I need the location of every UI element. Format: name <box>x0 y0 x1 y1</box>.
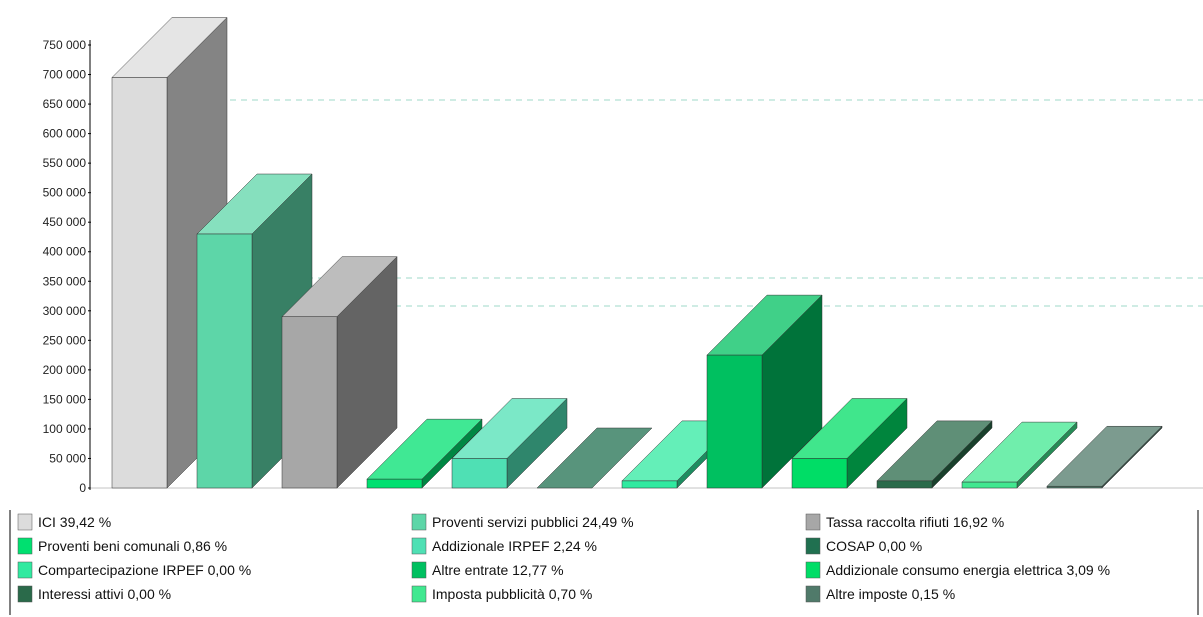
legend-swatch <box>17 561 33 579</box>
bar-front <box>1046 485 1103 489</box>
bar-front <box>791 458 848 489</box>
bar <box>876 420 993 489</box>
legend-swatch <box>805 585 821 603</box>
bar-front <box>281 316 338 489</box>
bar <box>791 397 908 489</box>
bar-front <box>451 458 508 489</box>
y-tick-label: 550 000 <box>43 156 87 170</box>
legend-label: Interessi attivi 0,00 % <box>38 586 171 602</box>
legend-swatch <box>411 585 427 603</box>
legend-item: ICI 39,42 % <box>17 513 111 531</box>
bar <box>366 418 483 489</box>
bar-front <box>621 480 678 489</box>
y-tick-label: 250 000 <box>43 333 87 347</box>
legend-label: Proventi beni comunali 0,86 % <box>38 538 227 554</box>
y-tick-label: 50 000 <box>49 451 86 465</box>
y-tick-label: 750 000 <box>43 38 87 52</box>
legend-label: Addizionale consumo energia elettrica 3,… <box>826 562 1110 578</box>
legend-swatch <box>17 513 33 531</box>
legend-item: Imposta pubblicità 0,70 % <box>411 585 592 603</box>
legend-item: Addizionale IRPEF 2,24 % <box>411 537 597 555</box>
y-tick-label: 500 000 <box>43 186 87 200</box>
bar-front <box>111 77 168 489</box>
legend-swatch <box>411 561 427 579</box>
y-tick-label: 400 000 <box>43 245 87 259</box>
y-tick-label: 0 <box>79 481 86 495</box>
y-tick-label: 650 000 <box>43 97 87 111</box>
bar-front <box>196 233 253 489</box>
legend-label: ICI 39,42 % <box>38 514 111 530</box>
legend-item: Proventi servizi pubblici 24,49 % <box>411 513 634 531</box>
y-tick-label: 450 000 <box>43 215 87 229</box>
y-tick-label: 100 000 <box>43 422 87 436</box>
legend-label: Tassa raccolta rifiuti 16,92 % <box>826 514 1004 530</box>
legend: ICI 39,42 % Proventi servizi pubblici 24,… <box>9 510 1199 615</box>
legend-swatch <box>411 537 427 555</box>
legend-item: Altre entrate 12,77 % <box>411 561 564 579</box>
y-tick-label: 300 000 <box>43 304 87 318</box>
legend-item: Interessi attivi 0,00 % <box>17 585 171 603</box>
legend-swatch <box>17 537 33 555</box>
legend-item: Proventi beni comunali 0,86 % <box>17 537 227 555</box>
bar-front <box>366 478 423 489</box>
bar <box>536 427 653 489</box>
legend-item: Tassa raccolta rifiuti 16,92 % <box>805 513 1004 531</box>
legend-label: Altre entrate 12,77 % <box>432 562 564 578</box>
bars <box>111 16 1163 489</box>
y-tick-label: 700 000 <box>43 68 87 82</box>
y-tick-label: 600 000 <box>43 127 87 141</box>
y-tick-label: 150 000 <box>43 392 87 406</box>
bar <box>1046 425 1163 489</box>
bar-front <box>706 354 763 489</box>
bar <box>706 294 823 489</box>
legend-label: Imposta pubblicità 0,70 % <box>432 586 592 602</box>
bar <box>281 256 398 489</box>
legend-label: COSAP 0,00 % <box>826 538 922 554</box>
legend-label: Compartecipazione IRPEF 0,00 % <box>38 562 251 578</box>
bar-top <box>536 427 653 489</box>
reference-lines <box>230 99 1203 307</box>
y-tick-label: 350 000 <box>43 274 87 288</box>
legend-item: Compartecipazione IRPEF 0,00 % <box>17 561 251 579</box>
legend-swatch <box>17 585 33 603</box>
bar <box>961 421 1078 489</box>
bar-front <box>961 481 1018 489</box>
legend-swatch <box>411 513 427 531</box>
legend-item: Altre imposte 0,15 % <box>805 585 955 603</box>
legend-item: COSAP 0,00 % <box>805 537 922 555</box>
y-tick-label: 200 000 <box>43 363 87 377</box>
legend-swatch <box>805 513 821 531</box>
y-axis: 0 50 000 100 000 150 000 200 000 250 000 300 0… <box>43 38 1203 495</box>
bar-front <box>876 480 933 489</box>
bar <box>451 397 568 489</box>
legend-label: Altre imposte 0,15 % <box>826 586 955 602</box>
legend-swatch <box>805 561 821 579</box>
legend-label: Addizionale IRPEF 2,24 % <box>432 538 597 554</box>
legend-swatch <box>805 537 821 555</box>
legend-item: Addizionale consumo energia elettrica 3,… <box>805 561 1110 579</box>
legend-label: Proventi servizi pubblici 24,49 % <box>432 514 634 530</box>
